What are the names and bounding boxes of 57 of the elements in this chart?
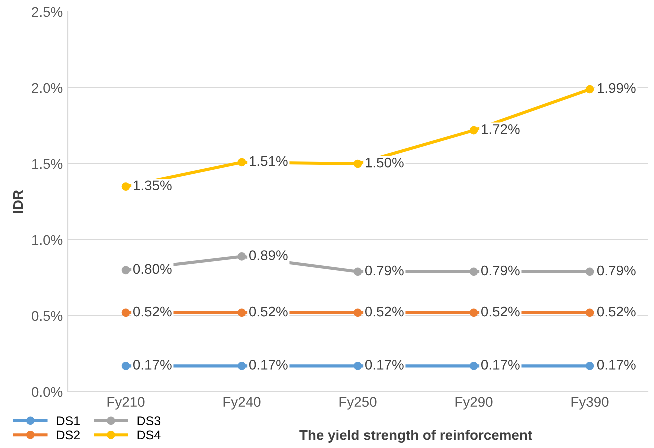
point: [354, 362, 362, 370]
point: [238, 308, 246, 318]
data-label: 0.52%: [134, 306, 172, 317]
legend-label: DS2: [57, 430, 80, 440]
data-label: 0.79%: [598, 266, 636, 276]
data-label: 1.72%: [482, 124, 520, 134]
point: [586, 362, 594, 370]
point: [122, 266, 130, 275]
point: [238, 362, 246, 370]
point: [586, 308, 594, 318]
data-label: 1.99%: [598, 83, 636, 94]
data-label: 1.50%: [366, 158, 404, 168]
x-axis-title: The yield strength of reinforcement: [300, 430, 532, 444]
y-tick-label: 1.5%: [32, 159, 63, 170]
data-label: 0.79%: [482, 266, 520, 276]
point: [238, 158, 246, 167]
data-label: 0.52%: [598, 306, 636, 317]
point: [470, 268, 478, 276]
y-tick-label: 0.0%: [32, 387, 63, 398]
data-label: 1.35%: [134, 180, 172, 191]
y-axis-title: IDR: [13, 190, 24, 214]
data-label: 0.52%: [366, 306, 404, 317]
y-tick-label: 2.5%: [32, 7, 63, 18]
data-label: 0.89%: [250, 250, 288, 260]
y-tick-label: 0.5%: [32, 311, 63, 322]
point: [470, 126, 478, 135]
point: [586, 268, 594, 276]
data-label: 0.17%: [366, 360, 404, 370]
x-tick-label: Fy290: [456, 397, 493, 410]
data-label: 0.17%: [250, 360, 288, 370]
point: [470, 308, 478, 318]
data-label: 0.52%: [482, 306, 520, 317]
point: [122, 362, 130, 370]
point: [470, 362, 478, 370]
y-tick-label: 1.0%: [32, 235, 63, 246]
legend-label: DS3: [138, 416, 161, 426]
y-tick-label: 2.0%: [32, 83, 63, 94]
point: [586, 85, 594, 94]
point: [354, 160, 362, 168]
data-label: 0.79%: [366, 266, 404, 276]
x-tick-label: Fy210: [108, 397, 145, 410]
point: [238, 252, 246, 261]
data-label: 0.17%: [134, 360, 172, 370]
point: [122, 308, 130, 318]
data-label: 1.51%: [250, 156, 288, 166]
data-label: 0.17%: [598, 360, 636, 370]
x-tick-label: Fy390: [572, 397, 609, 410]
point: [354, 308, 362, 318]
x-tick-label: Fy250: [340, 397, 377, 410]
data-label: 0.80%: [134, 264, 172, 274]
x-tick-label: Fy240: [224, 397, 261, 410]
legend-label: DS1: [57, 416, 80, 426]
point: [122, 182, 130, 191]
legend-label: DS4: [138, 430, 161, 440]
point: [354, 268, 362, 276]
data-label: 0.17%: [482, 360, 520, 370]
data-label: 0.52%: [250, 306, 288, 317]
